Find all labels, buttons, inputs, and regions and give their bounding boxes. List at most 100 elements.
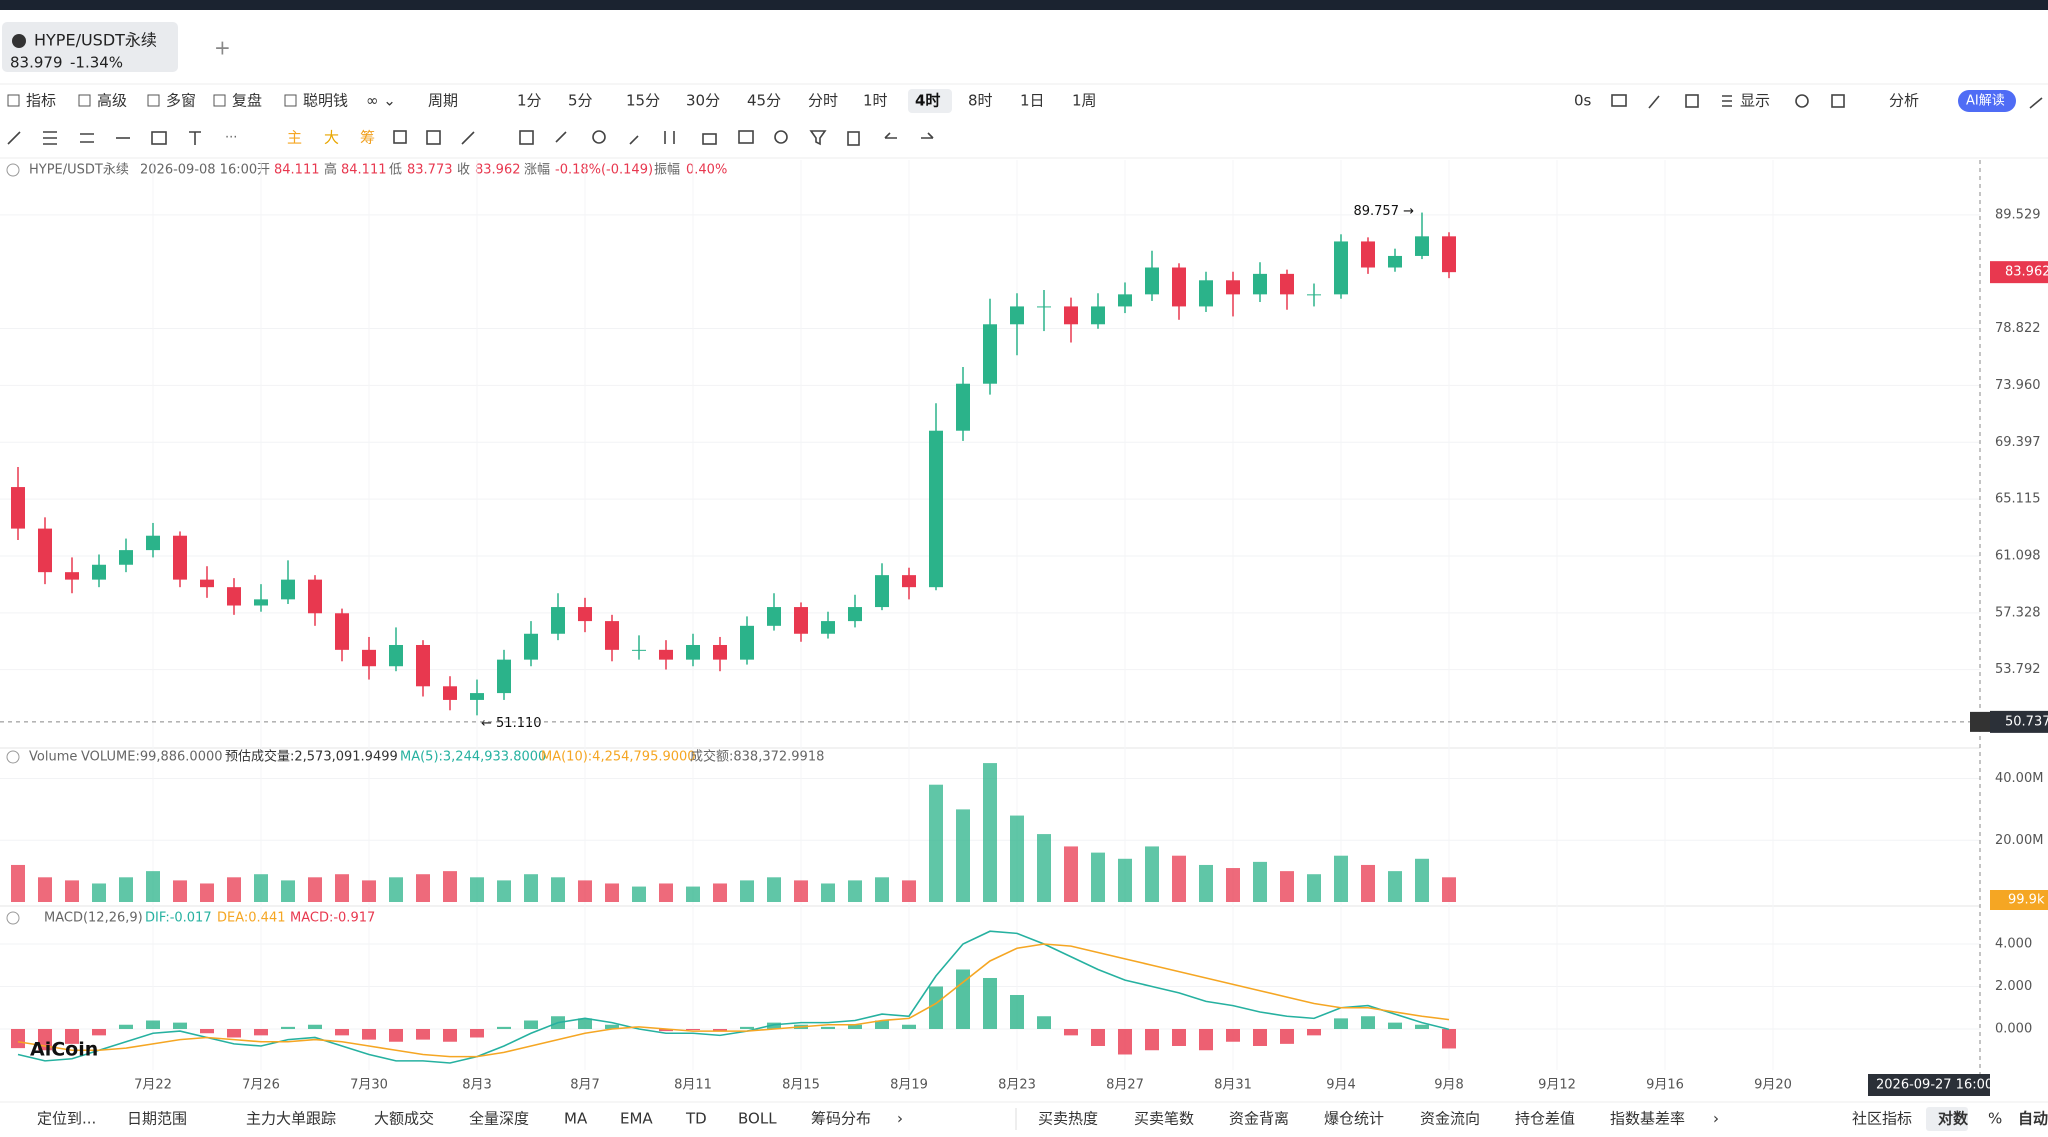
- ohlc-info: 涨幅: [524, 163, 550, 178]
- percent-toggle[interactable]: %: [1988, 1110, 2002, 1128]
- log-toggle[interactable]: 对数: [1938, 1110, 1969, 1128]
- bottom-tab[interactable]: BOLL: [738, 1110, 777, 1128]
- candle-body: [551, 607, 565, 634]
- volume-bar: [1388, 871, 1402, 902]
- close-icon[interactable]: [12, 34, 26, 48]
- toolbar-item[interactable]: 复盘: [232, 92, 262, 110]
- list-icon[interactable]: [1722, 95, 1732, 107]
- display[interactable]: 显示: [1740, 92, 1770, 110]
- period[interactable]: 4时: [915, 92, 940, 110]
- tool-icon[interactable]: [43, 131, 57, 145]
- macd-bar: [848, 1024, 862, 1029]
- bottom-tab[interactable]: 持仓差值: [1515, 1110, 1575, 1128]
- bottom-tab[interactable]: EMA: [620, 1110, 653, 1128]
- bottom-tab[interactable]: TD: [685, 1110, 707, 1128]
- bottom-tab[interactable]: 大额成交: [374, 1110, 434, 1128]
- indicator-toggle[interactable]: 筹: [360, 129, 375, 147]
- volume-bar: [38, 877, 52, 902]
- bottom-tab[interactable]: 定位到...: [37, 1110, 96, 1128]
- tool-icon[interactable]: [555, 131, 567, 143]
- bottom-tab[interactable]: 指数基差率: [1610, 1110, 1685, 1128]
- tool-icon[interactable]: [809, 130, 827, 146]
- macd-bar: [173, 1022, 187, 1029]
- tool-icon[interactable]: [664, 131, 675, 144]
- tool-icon[interactable]: [629, 135, 639, 145]
- tab[interactable]: [2, 22, 178, 72]
- y-tick-label: 89.529: [1995, 207, 2041, 222]
- period[interactable]: 5分: [568, 92, 593, 110]
- tool-icon[interactable]: [592, 130, 606, 144]
- tool-icon[interactable]: [921, 132, 934, 139]
- tool-icon[interactable]: [426, 130, 441, 145]
- macd-bar: [1091, 1028, 1105, 1046]
- macd-dif-line: [17, 930, 1450, 1064]
- pen-icon[interactable]: [1648, 95, 1660, 109]
- tool-icon[interactable]: [847, 131, 860, 146]
- candle-body: [92, 564, 106, 580]
- period[interactable]: 15分: [626, 92, 660, 110]
- bottom-tab[interactable]: 爆仓统计: [1324, 1110, 1384, 1128]
- period[interactable]: 1分: [517, 92, 542, 110]
- tool-icon[interactable]: [80, 133, 94, 143]
- tool-icon[interactable]: [774, 130, 788, 144]
- countdown[interactable]: 0s: [1574, 92, 1592, 110]
- toolbar-item[interactable]: 指标: [26, 92, 56, 110]
- bottom-tab[interactable]: 日期范围: [127, 1110, 187, 1128]
- ai-badge[interactable]: [1958, 90, 2016, 112]
- period-label[interactable]: 周期: [428, 92, 458, 110]
- bottom-tab[interactable]: 买卖笔数: [1134, 1110, 1194, 1128]
- tool-icon[interactable]: [738, 130, 754, 144]
- auto-toggle[interactable]: 自动: [2018, 1110, 2048, 1128]
- macd-bar: [1199, 1028, 1213, 1051]
- tool-icon[interactable]: [884, 132, 897, 139]
- community-indicator[interactable]: 社区指标: [1852, 1110, 1912, 1128]
- ai-read[interactable]: AI解读: [1966, 94, 2005, 109]
- tool-icon[interactable]: [151, 131, 167, 145]
- period[interactable]: 8时: [968, 92, 993, 110]
- period[interactable]: 1周: [1072, 92, 1097, 110]
- bottom-tab[interactable]: 主力大单跟踪: [246, 1110, 336, 1128]
- tool-icon[interactable]: [7, 131, 21, 145]
- period[interactable]: 30分: [686, 92, 720, 110]
- bottom-tab[interactable]: MA: [564, 1110, 588, 1128]
- fullscreen-icon[interactable]: [1831, 94, 1845, 108]
- tool-icon[interactable]: ···: [225, 131, 237, 146]
- indicator-toggle[interactable]: 大: [324, 129, 339, 147]
- tool-icon[interactable]: [519, 130, 534, 145]
- ohlc-info: 2026-09-08 16:00: [140, 163, 257, 178]
- volume-bar: [1118, 858, 1132, 902]
- bottom-tab[interactable]: 资金背离: [1229, 1110, 1289, 1128]
- volume-bar: [983, 763, 997, 902]
- toolbar-item[interactable]: 聪明钱: [303, 92, 348, 110]
- y-tick-label: 53.792: [1995, 662, 2041, 677]
- volume-bar: [1334, 855, 1348, 902]
- period[interactable]: 1日: [1020, 92, 1045, 110]
- tool-icon[interactable]: [702, 133, 717, 145]
- toolbar-item[interactable]: 高级: [97, 92, 127, 110]
- ohlc-info: 84.111: [274, 163, 320, 178]
- expand-icon[interactable]: [2029, 97, 2043, 109]
- volume-bar: [605, 883, 619, 902]
- bottom-tab[interactable]: 全量深度: [469, 1110, 529, 1128]
- toolbar-item[interactable]: 多窗: [166, 92, 196, 110]
- add-tab[interactable]: +: [214, 36, 231, 60]
- tool-icon[interactable]: [461, 131, 475, 145]
- settings-icon[interactable]: [1795, 94, 1809, 108]
- period[interactable]: 分时: [808, 92, 838, 110]
- indicator-toggle[interactable]: 主: [287, 129, 302, 147]
- period[interactable]: 1时: [863, 92, 888, 110]
- bottom-tab[interactable]: 筹码分布: [811, 1110, 871, 1128]
- macd-bar: [1442, 1028, 1456, 1049]
- tool-icon[interactable]: [189, 131, 201, 145]
- bottom-tab[interactable]: 买卖热度: [1038, 1110, 1098, 1128]
- camera-icon[interactable]: [1611, 94, 1627, 107]
- volume-bar: [1199, 864, 1213, 902]
- tool-icon[interactable]: [393, 130, 407, 144]
- analysis[interactable]: 分析: [1889, 92, 1919, 110]
- period[interactable]: 45分: [747, 92, 781, 110]
- macd-bar: [254, 1028, 268, 1036]
- share-icon[interactable]: [1685, 94, 1699, 108]
- collapse-icon: [6, 911, 20, 925]
- bottom-tab[interactable]: 资金流向: [1420, 1110, 1480, 1128]
- tab-symbol[interactable]: HYPE/USDT永续: [34, 31, 157, 50]
